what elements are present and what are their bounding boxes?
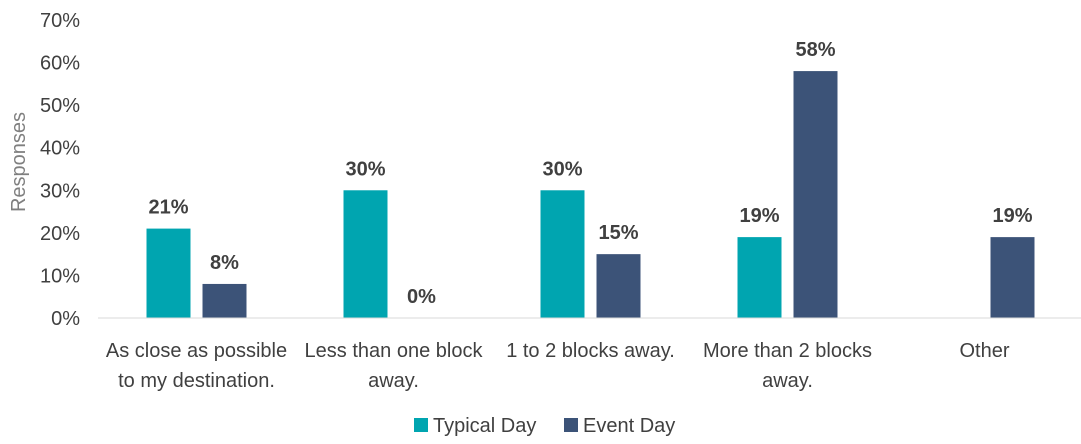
data-label: 8% [210,252,239,274]
bar-typical-day [737,237,782,318]
x-category-label: Less than one block [305,340,484,362]
y-axis-title: Responses [8,112,30,212]
data-label: 0% [407,286,436,308]
data-label: 15% [598,222,638,244]
bars [146,71,1035,318]
y-tick-label: 10% [40,265,80,287]
x-category-label: 1 to 2 blocks away. [506,340,675,362]
legend-label: Typical Day [433,415,536,437]
x-category-label: away. [762,370,813,392]
y-tick-label: 20% [40,223,80,245]
x-category-label: As close as possible [106,340,287,362]
legend-swatch [414,418,428,432]
data-label: 21% [148,197,188,219]
y-tick-label: 50% [40,95,80,117]
x-category-label: away. [368,370,419,392]
y-axis-ticks: 0% 10% 20% 30% 40% 50% 60% 70% [40,10,80,330]
data-label: 30% [345,158,385,180]
bar-event-day [793,71,838,318]
bar-typical-day [540,190,585,318]
x-category-label: to my destination. [118,370,275,392]
data-label: 58% [795,39,835,61]
bar-event-day [596,254,641,318]
x-category-label: More than 2 blocks [703,340,872,362]
data-labels: 21% 8% 30% 0% 30% 15% 19% 58% 19% [148,39,1032,308]
y-tick-label: 0% [51,308,80,330]
legend: Typical Day Event Day [414,415,675,437]
legend-label: Event Day [583,415,675,437]
bar-event-day [990,237,1035,318]
x-category-label: Other [959,340,1009,362]
y-tick-label: 40% [40,138,80,160]
y-tick-label: 60% [40,53,80,75]
data-label: 19% [992,205,1032,227]
y-tick-label: 70% [40,10,80,32]
data-label: 30% [542,158,582,180]
bar-event-day [202,283,247,318]
y-tick-label: 30% [40,180,80,202]
bar-typical-day [146,228,191,318]
x-axis-categories: As close as possible to my destination. Le… [106,340,1010,392]
legend-swatch [564,418,578,432]
bar-typical-day [343,190,388,318]
data-label: 19% [739,205,779,227]
